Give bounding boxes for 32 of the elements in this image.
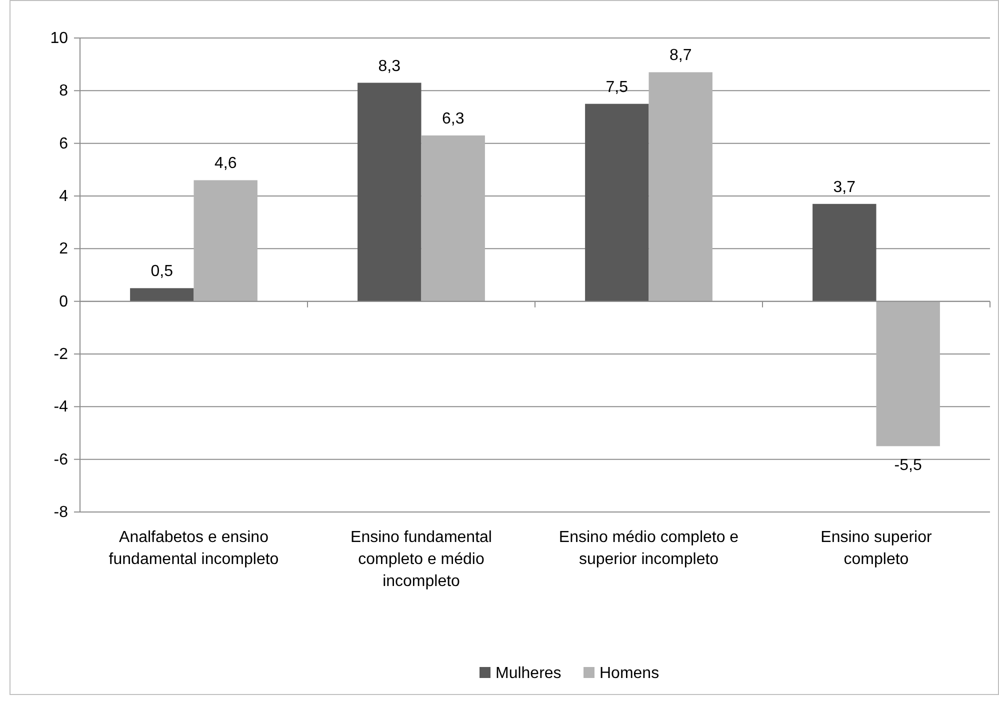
y-tick-label: 4	[59, 188, 68, 205]
bar	[194, 180, 258, 302]
y-tick-label: 8	[59, 82, 68, 100]
x-tick-label: Analfabetos e ensino fundamental incompleto	[108, 529, 279, 568]
y-tick-label: -6	[54, 451, 68, 468]
y-tick-label: -4	[54, 398, 68, 416]
data-label: 0,5	[150, 263, 174, 280]
legend-label: Mulheres	[496, 665, 562, 682]
y-tick-label: -8	[54, 504, 68, 521]
y-tick-label: 10	[50, 30, 68, 47]
bar	[648, 72, 712, 302]
bar	[876, 301, 940, 446]
data-label: 8,3	[378, 58, 401, 75]
y-tick-label: 2	[59, 240, 68, 258]
bar	[585, 104, 649, 302]
y-tick-label: -2	[54, 346, 68, 363]
data-label: 8,7	[669, 47, 692, 64]
data-label: 3,7	[833, 178, 856, 196]
x-tick-label: Ensino fundamental completo e médio incompleto	[350, 529, 492, 590]
y-tick-label: 0	[59, 293, 68, 310]
data-label: -5,5	[894, 457, 922, 474]
x-tick-label: Ensino médio completo e superior incompleto	[558, 529, 739, 568]
bar	[812, 204, 876, 302]
bar	[358, 82, 422, 302]
legend-label: Homens	[600, 665, 660, 682]
bar	[130, 288, 194, 302]
data-label: 6,3	[442, 110, 464, 128]
x-tick-label: Ensino superior completo	[820, 529, 933, 568]
data-label: 7,5	[606, 78, 628, 96]
y-tick-label: 6	[59, 135, 68, 152]
bar	[421, 135, 485, 302]
data-label: 4,6	[214, 155, 237, 172]
